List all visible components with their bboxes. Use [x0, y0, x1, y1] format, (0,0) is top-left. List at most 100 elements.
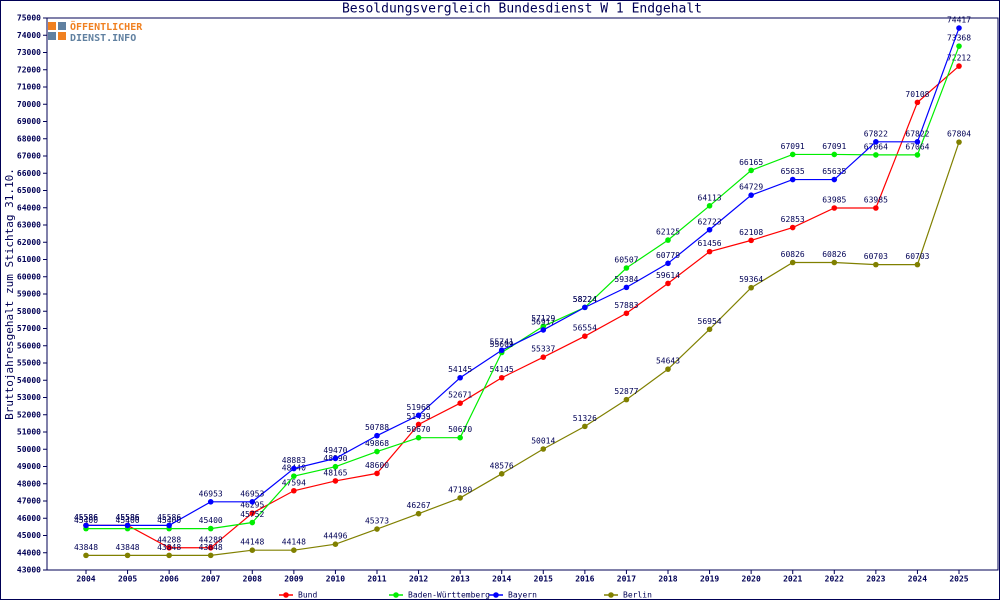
x-tick-label: 2005 [118, 575, 137, 584]
point [706, 248, 713, 255]
legend-marker [393, 592, 399, 598]
point [831, 205, 838, 211]
y-tick-label: 57000 [17, 324, 41, 333]
point [498, 347, 505, 354]
value-label: 52877 [614, 387, 638, 396]
series-line [86, 27, 960, 526]
y-tick-label: 45000 [17, 531, 41, 540]
value-label: 60703 [905, 252, 929, 261]
value-label: 67091 [781, 142, 805, 151]
value-label: 60507 [614, 256, 638, 265]
point [665, 366, 671, 372]
logo-square [48, 32, 56, 40]
x-tick-label: 2008 [243, 575, 262, 584]
point [956, 43, 962, 49]
value-label: 59614 [656, 271, 680, 280]
point [914, 139, 921, 145]
x-tick-label: 2017 [617, 575, 636, 584]
value-label: 51326 [573, 414, 597, 423]
value-label: 55337 [531, 345, 555, 354]
point [914, 99, 921, 106]
value-label: 57129 [531, 314, 555, 323]
point [540, 446, 547, 452]
x-tick-label: 2009 [284, 575, 303, 584]
legend-marker [283, 592, 289, 598]
point [374, 432, 380, 439]
point [956, 25, 962, 31]
value-label: 60703 [864, 252, 888, 261]
value-label: 62108 [739, 228, 763, 237]
value-label: 45586 [157, 513, 181, 522]
point [207, 552, 214, 559]
point [207, 544, 214, 551]
value-label: 62125 [656, 228, 680, 237]
value-label: 50014 [531, 437, 555, 446]
y-tick-label: 49000 [17, 462, 41, 471]
value-label: 56917 [531, 317, 555, 326]
point [166, 522, 172, 529]
value-label: 54643 [656, 357, 680, 366]
y-tick-label: 63000 [17, 221, 41, 230]
point [374, 448, 380, 455]
value-label: 60779 [656, 251, 680, 260]
point [457, 400, 463, 406]
point [166, 552, 172, 559]
value-label: 43848 [74, 543, 98, 552]
value-label: 60826 [822, 250, 846, 259]
y-tick-label: 61000 [17, 255, 41, 264]
value-label: 45400 [157, 516, 181, 525]
point [207, 525, 214, 532]
y-tick-label: 62000 [17, 238, 41, 247]
value-label: 72212 [947, 54, 971, 63]
value-label: 45586 [116, 513, 140, 522]
point [582, 333, 588, 339]
value-label: 48883 [282, 456, 306, 465]
point [623, 284, 630, 291]
x-tick-label: 2006 [160, 575, 179, 584]
value-label: 43848 [116, 543, 140, 552]
value-label: 46295 [240, 501, 264, 510]
x-tick-label: 2012 [409, 575, 428, 584]
point [83, 522, 89, 529]
y-tick-label: 70000 [17, 100, 41, 109]
value-label: 58224 [573, 295, 597, 304]
x-tick-label: 2014 [492, 575, 511, 584]
point [291, 473, 297, 479]
x-tick-label: 2004 [76, 575, 95, 584]
value-label: 43848 [157, 543, 181, 552]
series-line [86, 45, 960, 530]
point [207, 499, 214, 505]
value-label: 63985 [864, 196, 888, 205]
point [665, 237, 671, 243]
x-tick-label: 2020 [742, 575, 761, 584]
legend-marker [493, 592, 499, 598]
y-tick-label: 56000 [17, 341, 41, 350]
point [540, 354, 547, 360]
value-label: 70108 [905, 90, 929, 99]
value-label: 44148 [282, 538, 306, 547]
value-label: 48600 [365, 461, 389, 470]
value-label: 61456 [698, 239, 722, 248]
value-label: 46267 [407, 501, 431, 510]
point [332, 478, 339, 484]
logo-square [58, 32, 66, 40]
point [291, 547, 297, 553]
point [457, 495, 463, 501]
point [873, 205, 879, 211]
x-tick-label: 2025 [949, 575, 968, 584]
value-label: 45400 [116, 516, 140, 525]
y-tick-label: 43000 [17, 566, 41, 575]
y-tick-label: 67000 [17, 152, 41, 161]
point [831, 259, 838, 266]
value-label: 44288 [199, 535, 223, 544]
point [873, 152, 879, 158]
point [623, 265, 630, 271]
value-label: 45752 [240, 510, 264, 519]
point [706, 226, 713, 233]
point [665, 280, 671, 287]
x-tick-label: 2018 [658, 575, 677, 584]
point [623, 310, 630, 317]
point [415, 510, 422, 517]
point [415, 412, 422, 419]
value-label: 46953 [240, 489, 264, 498]
